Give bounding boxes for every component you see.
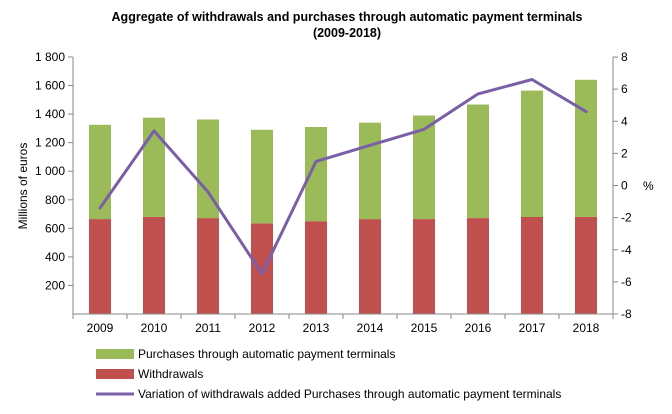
y2-tick-label: 8 — [621, 50, 628, 64]
legend-swatch-withdrawals — [96, 369, 134, 379]
bar-purchases-2014 — [359, 122, 381, 220]
bar-purchases-2013 — [305, 127, 327, 222]
y2-tick-label: 6 — [621, 82, 628, 96]
bar-withdrawals-2012 — [251, 223, 273, 314]
y2-tick-label: 4 — [621, 114, 628, 128]
y-tick-label: 1 600 — [35, 79, 65, 93]
bar-purchases-2011 — [197, 119, 219, 218]
y-tick-label: 1 400 — [35, 107, 65, 121]
bar-withdrawals-2011 — [197, 218, 219, 314]
y-tick-label: 1 200 — [35, 136, 65, 150]
x-tick-label-2012: 2012 — [249, 321, 276, 335]
x-tick-label-2015: 2015 — [411, 321, 438, 335]
bar-withdrawals-2017 — [521, 216, 543, 314]
bar-withdrawals-2015 — [413, 219, 435, 314]
bar-purchases-2016 — [467, 104, 489, 218]
y2-axis-label: % — [643, 179, 654, 193]
y-tick-label: 200 — [45, 278, 65, 292]
y-tick-label: 800 — [45, 193, 65, 207]
legend: Purchases through automatic payment term… — [96, 347, 561, 401]
legend-swatch-purchases — [96, 349, 134, 359]
x-tick-label-2014: 2014 — [357, 321, 384, 335]
y2-tick-label: -2 — [621, 211, 632, 225]
y-tick-label: 1 000 — [35, 164, 65, 178]
x-tick-label-2016: 2016 — [465, 321, 492, 335]
y2-tick-label: 2 — [621, 146, 628, 160]
x-tick-label-2018: 2018 — [573, 321, 600, 335]
bar-purchases-2018 — [575, 79, 597, 217]
y-tick-label: 400 — [45, 250, 65, 264]
y-axis-label: Millions of euros — [16, 143, 30, 230]
x-tick-label-2009: 2009 — [87, 321, 114, 335]
bar-withdrawals-2014 — [359, 219, 381, 314]
bar-purchases-2010 — [143, 117, 165, 217]
bar-withdrawals-2013 — [305, 221, 327, 314]
bar-withdrawals-2009 — [89, 219, 111, 314]
bar-purchases-2012 — [251, 129, 273, 224]
x-tick-label-2010: 2010 — [141, 321, 168, 335]
y2-tick-label: 0 — [621, 179, 628, 193]
legend-label-variation: Variation of withdrawals added Purchases… — [138, 387, 561, 401]
x-tick-label-2011: 2011 — [195, 321, 221, 335]
chart-title: Aggregate of withdrawals and purchases t… — [112, 10, 583, 24]
variation-line — [98, 78, 588, 276]
bar-purchases-2017 — [521, 90, 543, 217]
bar-purchases-2015 — [413, 115, 435, 219]
legend-label-withdrawals: Withdrawals — [138, 367, 203, 381]
x-tick-label-2013: 2013 — [303, 321, 330, 335]
plot-area: 200 400 600 800 1 000 1 200 1 400 1 600 1 800 -8 -… — [35, 50, 632, 335]
bar-purchases-2009 — [89, 124, 111, 219]
chart-subtitle: (2009-2018) — [313, 26, 381, 40]
bar-withdrawals-2018 — [575, 216, 597, 314]
y2-tick-label: -6 — [621, 275, 632, 289]
x-tick-label-2017: 2017 — [519, 321, 546, 335]
legend-label-purchases: Purchases through automatic payment term… — [138, 347, 395, 361]
y2-tick-label: -8 — [621, 307, 632, 321]
y-tick-label: 1 800 — [35, 50, 65, 64]
bar-withdrawals-2016 — [467, 218, 489, 314]
y-tick-label: 600 — [45, 221, 65, 235]
y2-tick-label: -4 — [621, 243, 632, 257]
bar-withdrawals-2010 — [143, 216, 165, 314]
